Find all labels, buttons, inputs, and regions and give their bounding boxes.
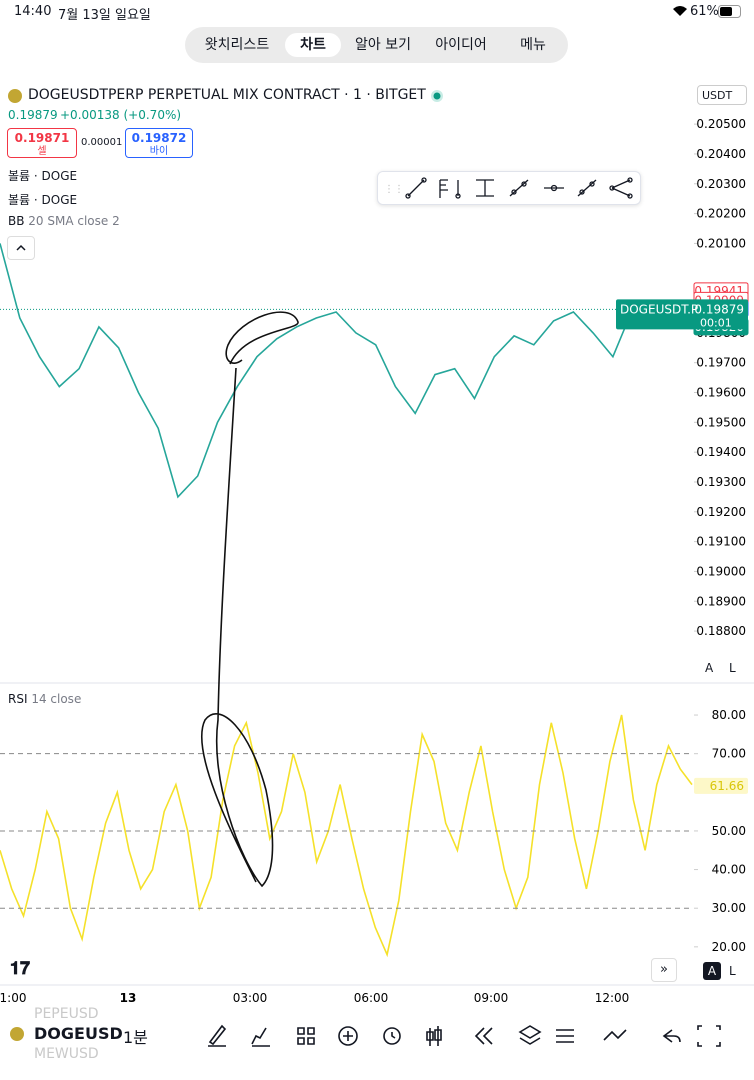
y-tick-label: 0.20500 bbox=[696, 117, 746, 131]
tv-logo: 𝟏𝟕 bbox=[10, 958, 31, 979]
fullscreen-icon[interactable] bbox=[697, 1025, 721, 1047]
x-tick-label: 03:00 bbox=[233, 991, 268, 1005]
sell-label: 셀 bbox=[37, 146, 47, 157]
coin-icon bbox=[10, 1027, 24, 1041]
bb-name: BB bbox=[8, 214, 25, 228]
wifi-icon bbox=[673, 6, 687, 16]
layout-icon[interactable] bbox=[297, 1027, 315, 1045]
y-tick-label: 0.19600 bbox=[696, 386, 746, 400]
buy-label: 바이 bbox=[149, 146, 169, 157]
candle-icon[interactable] bbox=[426, 1026, 442, 1046]
y-tick-label: 0.19500 bbox=[696, 415, 746, 429]
x-tick-label: 13 bbox=[120, 991, 137, 1005]
sell-price: 0.19871 bbox=[14, 131, 70, 145]
compare-icon[interactable] bbox=[603, 1029, 627, 1041]
y-tick-label: 0.19400 bbox=[696, 445, 746, 459]
y-tick-label: 50.00 bbox=[712, 824, 746, 838]
y-tick-label: 0.19200 bbox=[696, 505, 746, 519]
undo-icon[interactable] bbox=[662, 1029, 681, 1043]
y-tick-label: 20.00 bbox=[712, 940, 746, 954]
bottom-toolbar bbox=[208, 1024, 721, 1047]
y-tick-label: 0.20400 bbox=[696, 147, 746, 161]
x-tick-label: 12:00 bbox=[595, 991, 630, 1005]
interval-button[interactable]: 1분 bbox=[123, 1028, 148, 1047]
y-tick-label: 70.00 bbox=[712, 747, 746, 761]
last-price-badge bbox=[616, 299, 748, 330]
nav-tab[interactable]: 왓치리스트 bbox=[204, 37, 270, 53]
log-scale[interactable]: L bbox=[729, 964, 736, 978]
y-tick-label: 0.20300 bbox=[696, 177, 746, 191]
bb-legend[interactable]: BB 20 SMA close 2 bbox=[8, 214, 120, 228]
battery-icon bbox=[718, 5, 741, 18]
layers-icon[interactable] bbox=[518, 1025, 542, 1045]
nav-tab[interactable]: 알아 보기 bbox=[355, 37, 411, 53]
rsi-params: 14 close bbox=[31, 692, 82, 706]
log-scale[interactable]: L bbox=[729, 661, 736, 675]
replay-icon[interactable] bbox=[474, 1027, 493, 1045]
coin-icon bbox=[8, 89, 22, 103]
rsi_chart-line bbox=[0, 714, 693, 958]
symbol-button[interactable]: DOGEUSD bbox=[34, 1024, 123, 1043]
y-tick-label: 0.19000 bbox=[696, 564, 746, 578]
y-tick-label: 0.20100 bbox=[696, 236, 746, 250]
drawing-toolbar: ⋮⋮ bbox=[377, 171, 641, 205]
symbol-title[interactable]: DOGEUSDTPERP PERPETUAL MIX CONTRACT · 1 … bbox=[28, 87, 426, 103]
drawing-tools: ⋮⋮ bbox=[384, 177, 633, 199]
y-tick-label: 80.00 bbox=[712, 708, 746, 722]
ghost-symbol: MEWUSD bbox=[34, 1046, 99, 1062]
price-change: +0.00138 (+0.70%) bbox=[60, 108, 182, 122]
auto-scale[interactable]: A bbox=[705, 661, 714, 675]
rsi-legend[interactable]: RSI 14 close bbox=[8, 692, 81, 706]
buy-price: 0.19872 bbox=[131, 131, 187, 145]
volume-legend[interactable]: 볼륨 · DOGE bbox=[8, 169, 78, 183]
chevron-up bbox=[16, 244, 26, 251]
nav-bar: 왓치리스트 차트 알아 보기 아이디어 메뉴 bbox=[185, 27, 568, 63]
nav-tab[interactable]: 메뉴 bbox=[520, 37, 546, 53]
settings-icon[interactable] bbox=[556, 1029, 574, 1043]
countdown: 00:01 bbox=[700, 316, 732, 329]
last-price-label: 0.19879 bbox=[694, 302, 744, 316]
y-tick-label: 40.00 bbox=[712, 863, 746, 877]
spread: 0.00001 bbox=[81, 137, 123, 148]
nav-tab-active[interactable]: 차트 bbox=[285, 33, 341, 57]
y-tick-label: 0.19100 bbox=[696, 535, 746, 549]
rsi-last-badge bbox=[694, 777, 748, 794]
ghost-symbol: PEPEUSD bbox=[34, 1006, 99, 1022]
currency-select[interactable]: USDT bbox=[697, 85, 747, 105]
collapse-button[interactable] bbox=[7, 236, 35, 260]
x-tick-label: 1:00 bbox=[0, 991, 26, 1005]
svg-text:⋮⋮: ⋮⋮ bbox=[384, 184, 404, 195]
last-price: 0.19879 bbox=[8, 108, 58, 122]
x-tick-label: 06:00 bbox=[354, 991, 389, 1005]
buy-button[interactable]: 0.19872 바이 bbox=[125, 128, 193, 158]
indicator-icon[interactable] bbox=[251, 1027, 270, 1047]
rsi-last-label: 61.66 bbox=[710, 779, 744, 793]
y-tick-label: 0.18800 bbox=[696, 624, 746, 638]
y-tick-label: 0.20200 bbox=[696, 207, 746, 221]
market-status bbox=[431, 90, 443, 102]
nav-tab[interactable]: 아이디어 bbox=[435, 37, 487, 53]
scroll-right[interactable]: » bbox=[651, 958, 677, 982]
bb-params: 20 SMA close 2 bbox=[28, 214, 120, 228]
add-icon[interactable] bbox=[338, 1026, 358, 1046]
y-tick-label: 0.19300 bbox=[696, 475, 746, 489]
sell-button[interactable]: 0.19871 셀 bbox=[7, 128, 77, 158]
price_chart-line bbox=[0, 243, 693, 499]
volume-legend[interactable]: 볼륨 · DOGE bbox=[8, 193, 78, 207]
auto-scale-active[interactable]: A bbox=[703, 962, 721, 980]
rsi-name: RSI bbox=[8, 692, 28, 706]
last-price-name: DOGEUSDT.P bbox=[620, 302, 698, 316]
battery: 61% bbox=[690, 4, 719, 19]
draw-icon[interactable] bbox=[208, 1024, 227, 1047]
freehand-annotation bbox=[200, 311, 299, 888]
alert-icon[interactable] bbox=[383, 1027, 401, 1045]
y-tick-label: 30.00 bbox=[712, 901, 746, 915]
y-tick-label: 0.18900 bbox=[696, 594, 746, 608]
x-tick-label: 09:00 bbox=[474, 991, 509, 1005]
date: 7월 13일 일요일 bbox=[58, 8, 151, 23]
clock: 14:40 bbox=[14, 4, 52, 19]
y-tick-label: 0.19700 bbox=[696, 356, 746, 370]
